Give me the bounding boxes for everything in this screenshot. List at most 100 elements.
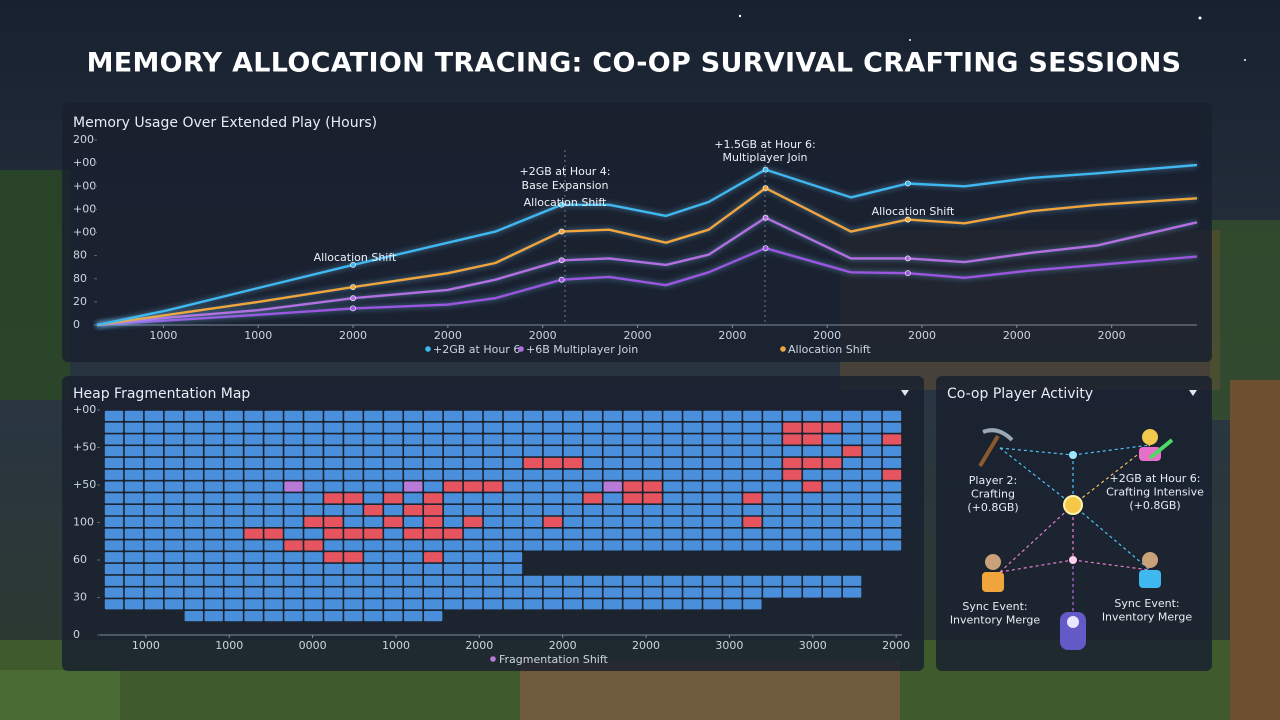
dropdown-arrow[interactable] [1189,390,1197,396]
heap-cell [304,516,323,527]
heap-cell [364,575,383,586]
heap-cell [364,410,383,421]
heap-cell [364,552,383,563]
heap-cell [264,446,283,457]
heap-cell [842,446,862,457]
heap-cell [424,552,443,563]
heap-cell [284,469,303,480]
y-tick-label: +00 [73,156,96,169]
heap-cell [543,528,563,539]
heap-cell [284,493,303,504]
heap-cell [264,422,283,433]
page-title: MEMORY ALLOCATION TRACING: CO-OP SURVIVA… [87,48,1182,79]
heap-cell [783,422,802,433]
heap-cell [264,410,283,421]
heap-cell [424,481,443,492]
heap-cell [463,563,483,575]
heap-cell [583,410,602,421]
x-tick-label: 2000 [882,639,910,652]
heap-cell [803,540,822,551]
heap-cell [224,552,243,563]
heap-cell [882,493,902,504]
heap-cell [803,457,822,469]
heap-cell [184,434,203,445]
heap-cell [743,469,762,480]
heap-cell [783,493,802,504]
heap-cell [723,599,742,610]
legend-swatch [518,346,524,352]
heap-cell [603,469,622,480]
heap-cell [244,481,263,492]
legend-label: Fragmentation Shift [499,653,609,666]
dropdown-arrow[interactable] [901,390,909,396]
activity-icons [978,428,1174,650]
heap-cell [244,469,263,480]
heap-cell [483,540,503,551]
heap-cell [324,516,343,527]
heap-cell [364,422,383,433]
heap-cell [563,516,582,527]
heap-cell [623,516,642,527]
heap-cell [543,516,563,527]
heap-cell [384,528,403,539]
heap-cell [842,587,862,598]
heap-cell [603,410,622,421]
heap-cell [204,422,223,433]
heap-cell [723,410,742,421]
heap-cell [683,540,702,551]
heap-cell [862,505,882,516]
heap-cell [523,469,543,480]
heap-cell [503,481,523,492]
heap-cell [104,563,124,575]
heap-cell [164,469,183,480]
heap-cell [443,410,463,421]
heap-cell [124,410,144,421]
heap-cell [703,422,722,433]
heap-cell [823,481,842,492]
heap-cell [703,575,722,586]
heap-cell [882,422,902,433]
heap-cell [683,587,702,598]
heap-cell [623,575,642,586]
annotation: Allocation Shift [524,196,607,209]
heap-cell [723,469,742,480]
heap-cell [424,493,443,504]
heap-cell [463,446,483,457]
heap-cell [803,469,822,480]
heap-cell [463,599,483,610]
heap-cell [623,587,642,598]
heap-cell [663,575,682,586]
heap-cell [224,446,243,457]
heap-cell [204,457,223,469]
y-tick-label: +50 [73,441,96,454]
y-tick-label: +00 [73,403,96,416]
heap-cell [224,528,243,539]
heap-cell [304,493,323,504]
heap-cell [424,516,443,527]
heap-cell [184,457,203,469]
heap-cell [284,528,303,539]
heap-cell [384,457,403,469]
heap-cell [563,434,582,445]
heap-cell [803,434,822,445]
heap-cell [503,528,523,539]
y-tick-label: 0 [73,628,80,641]
x-tick-label: 2000 [813,329,841,342]
heap-cell [823,422,842,433]
y-tick-label: 80 [73,272,87,285]
heap-cell [324,493,343,504]
heap-cell [882,528,902,539]
heap-cell [424,457,443,469]
heap-cell [683,469,702,480]
heap-cell [244,552,263,563]
heap-cell [224,434,243,445]
heap-cell [683,457,702,469]
heap-cell [424,528,443,539]
heap-cell [384,599,403,610]
heap-cell [264,516,283,527]
heap-cell [483,481,503,492]
point-marker [762,166,769,173]
heap-cell [443,552,463,563]
heap-cell [523,528,543,539]
